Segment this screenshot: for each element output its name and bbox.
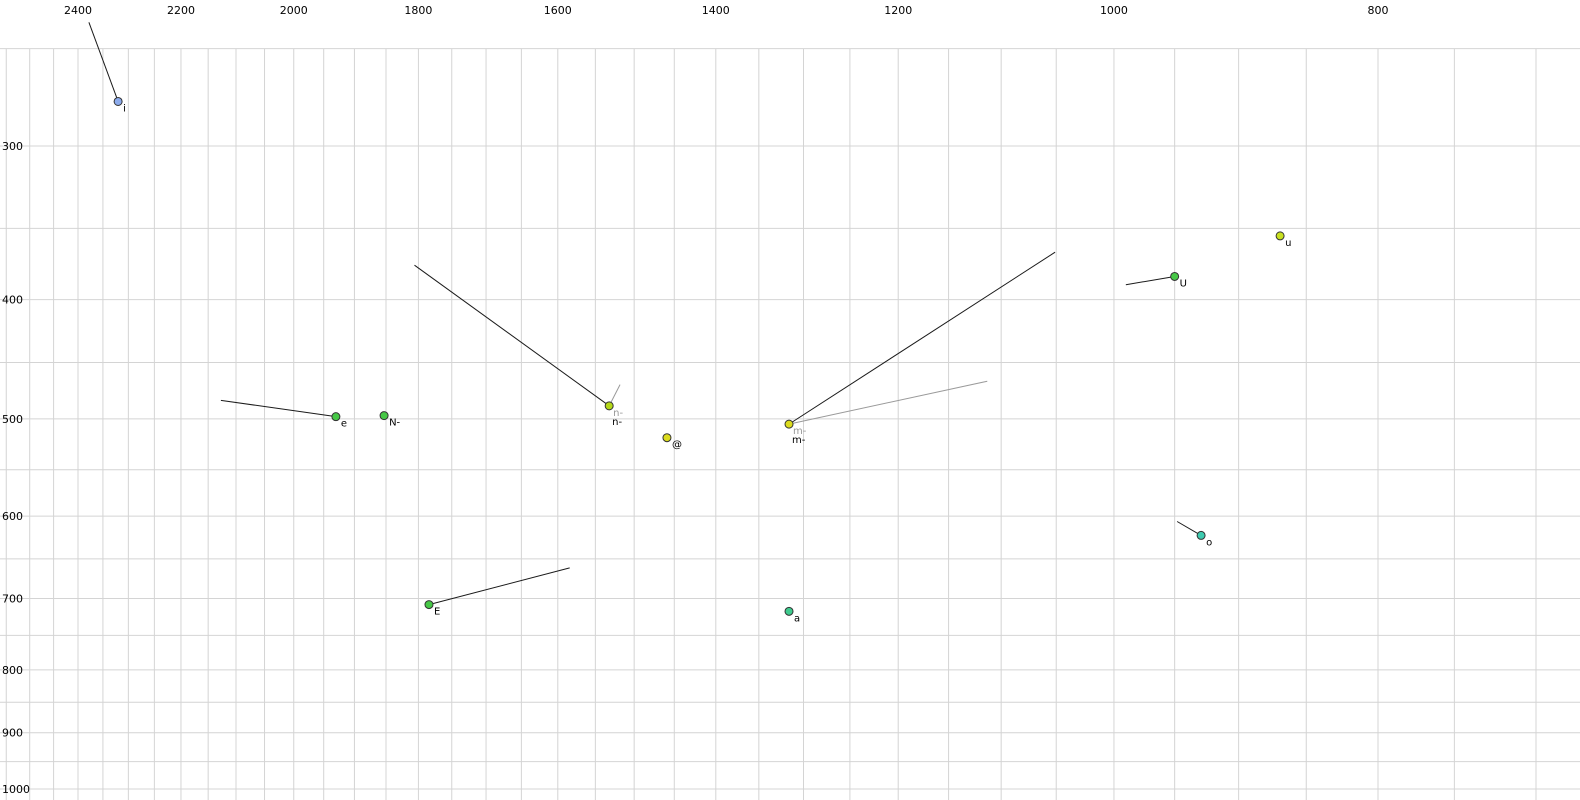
data-point[interactable]	[379, 411, 389, 421]
data-point[interactable]	[1196, 530, 1206, 540]
point-label: i	[123, 103, 126, 114]
trajectory-line	[788, 380, 988, 425]
data-point[interactable]	[113, 96, 123, 106]
trajectory-line	[428, 567, 570, 606]
point-label: N-	[389, 418, 400, 429]
y-tick-label: 300	[2, 140, 23, 153]
trajectory-line	[1176, 521, 1202, 536]
point-label: e	[341, 419, 347, 430]
data-point[interactable]	[784, 419, 794, 429]
point-label: E	[434, 607, 440, 618]
x-tick-label: 2400	[64, 4, 92, 17]
data-point[interactable]	[424, 600, 434, 610]
point-label: @	[672, 440, 682, 451]
x-tick-label: 1000	[1100, 4, 1128, 17]
point-label: U	[1180, 278, 1187, 289]
trajectory-line	[88, 22, 119, 102]
trajectory-line	[414, 264, 610, 407]
data-point[interactable]	[662, 433, 672, 443]
trajectory-line	[1125, 275, 1175, 286]
y-tick-label: 1000	[2, 783, 30, 796]
x-tick-label: 1600	[544, 4, 572, 17]
point-ghost-label: n-	[613, 408, 623, 419]
x-tick-label: 2200	[167, 4, 195, 17]
trajectory-line	[220, 399, 336, 418]
y-tick-label: 700	[2, 593, 23, 606]
data-point[interactable]	[1170, 271, 1180, 281]
data-point[interactable]	[784, 606, 794, 616]
x-tick-label: 2000	[280, 4, 308, 17]
data-point[interactable]	[331, 412, 341, 422]
y-tick-label: 800	[2, 664, 23, 677]
x-tick-label: 800	[1368, 4, 1389, 17]
point-label: u	[1285, 238, 1291, 249]
point-label: a	[794, 613, 800, 624]
point-label: n-	[612, 417, 622, 428]
grid	[0, 48, 1580, 800]
point-label: o	[1206, 537, 1212, 548]
x-tick-label: 1200	[884, 4, 912, 17]
point-ghost-label: m-	[793, 426, 807, 437]
data-point[interactable]	[1275, 231, 1285, 241]
y-tick-label: 900	[2, 727, 23, 740]
x-tick-label: 1800	[404, 4, 432, 17]
x-tick-label: 1400	[702, 4, 730, 17]
y-tick-label: 400	[2, 294, 23, 307]
trajectory-line	[788, 251, 1056, 425]
y-tick-label: 600	[2, 510, 23, 523]
y-tick-label: 500	[2, 413, 23, 426]
point-label: m-	[792, 435, 806, 446]
data-point[interactable]	[604, 401, 614, 411]
